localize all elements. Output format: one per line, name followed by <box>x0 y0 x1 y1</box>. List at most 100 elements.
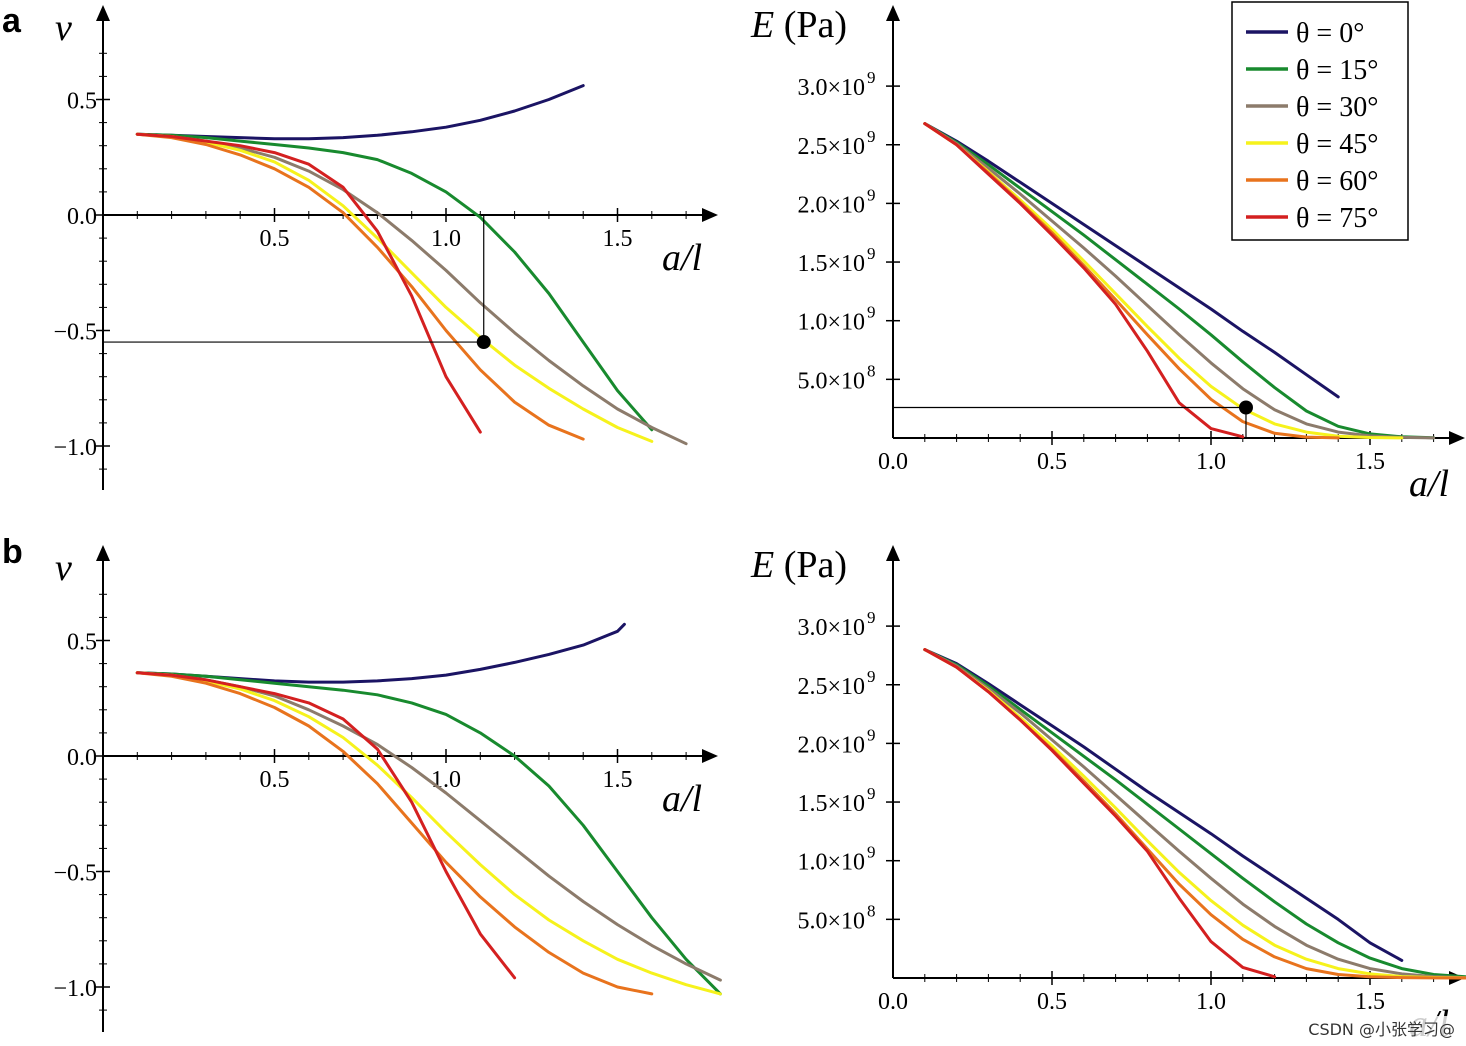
x-tick-label: 1.0 <box>1196 989 1226 1015</box>
series-line-15 <box>923 122 1436 440</box>
x-tick-label: 1.5 <box>1355 989 1385 1015</box>
y-tick-label: 0.0 <box>67 745 97 771</box>
series-line-15 <box>135 132 654 432</box>
x-tick-label: 1.5 <box>1355 449 1385 475</box>
legend: θ = 0° θ = 15° θ = 30° θ = 45° θ = 60° θ = 75… <box>1231 1 1409 241</box>
x-axis-title: a/l <box>662 778 702 820</box>
series-line-60 <box>135 671 654 996</box>
x-axis-arrow <box>702 208 718 222</box>
y-tick-label: 1.0×10 <box>797 850 865 876</box>
y-tick-label: 5.0×10 <box>797 368 865 394</box>
y-tick-label: −0.5 <box>53 320 97 346</box>
y-tick-exponent: 8 <box>867 361 876 380</box>
y-axis-title: ν <box>55 7 72 49</box>
y-tick-exponent: 8 <box>867 901 876 920</box>
panel-label-a: a <box>2 2 21 40</box>
y-axis-title: E (Pa) <box>750 4 847 46</box>
series-line-15 <box>923 648 1466 979</box>
y-tick-label: 1.5×10 <box>797 791 865 817</box>
y-tick-label: 2.0×10 <box>797 732 865 758</box>
series-line-45 <box>135 132 654 443</box>
legend-label-15: θ = 15° <box>1296 55 1378 86</box>
x-axis-arrow <box>1449 431 1465 445</box>
x-tick-label: 1.5 <box>603 767 633 793</box>
series-line-15 <box>135 671 722 996</box>
y-tick-label: 2.5×10 <box>797 674 865 700</box>
legend-label-60: θ = 60° <box>1296 166 1378 197</box>
x-tick-label: 1.5 <box>603 226 633 252</box>
chart-b-youngs-modulus: 0.0 0.5 1.0 1.55.0×10 81.0×10 91.5×10 92.0×10 9… <box>750 544 1466 1045</box>
series-line-30 <box>923 648 1466 980</box>
y-tick-label: 5.0×10 <box>797 908 865 934</box>
legend-label-45: θ = 45° <box>1296 129 1378 160</box>
y-tick-label: 3.0×10 <box>797 615 865 641</box>
chart-a-poisson-ratio: 0.5 1.0 1.5 0.5 0.0 −0.5 −1.0 ν a/l <box>53 5 718 490</box>
y-axis-title: ν <box>55 547 72 589</box>
y-tick-exponent: 9 <box>867 843 876 862</box>
x-tick-label: 0.5 <box>1037 449 1067 475</box>
series-line-30 <box>923 122 1436 440</box>
y-tick-label: 2.0×10 <box>797 192 865 218</box>
y-tick-label: 0.5 <box>67 630 97 656</box>
x-tick-label: 0.5 <box>1037 989 1067 1015</box>
y-axis-arrow <box>96 545 110 561</box>
y-tick-label: 0.0 <box>67 204 97 230</box>
x-tick-label: 1.0 <box>431 226 461 252</box>
series-line-30 <box>135 671 722 982</box>
series-line-75 <box>923 648 1277 979</box>
series-line-75 <box>923 122 1245 439</box>
x-tick-label: 0.0 <box>878 449 908 475</box>
x-tick-label: 0.0 <box>878 989 908 1015</box>
y-axis-arrow <box>886 5 900 21</box>
y-axis-arrow <box>886 545 900 561</box>
series-line-0 <box>923 122 1340 399</box>
series-line-0 <box>135 622 626 684</box>
legend-label-30: θ = 30° <box>1296 92 1378 123</box>
y-tick-label: −1.0 <box>53 976 97 1002</box>
x-tick-label: 1.0 <box>431 767 461 793</box>
x-axis-title: a/l <box>662 237 702 279</box>
y-tick-exponent: 9 <box>867 725 876 744</box>
marker-point <box>476 335 491 350</box>
marker-point <box>1238 400 1253 415</box>
series-line-45 <box>923 648 1466 980</box>
y-axis-arrow <box>96 5 110 21</box>
y-tick-exponent: 9 <box>867 303 876 322</box>
x-tick-label: 0.5 <box>260 226 290 252</box>
y-tick-label: 1.0×10 <box>797 310 865 336</box>
y-tick-exponent: 9 <box>867 127 876 146</box>
y-tick-exponent: 9 <box>867 608 876 627</box>
series-line-75 <box>135 671 517 980</box>
series-line-75 <box>135 132 482 434</box>
legend-label-0: θ = 0° <box>1296 18 1364 49</box>
y-tick-exponent: 9 <box>867 784 876 803</box>
y-tick-label: −1.0 <box>53 435 97 461</box>
x-tick-label: 0.5 <box>260 767 290 793</box>
y-tick-label: 0.5 <box>67 89 97 115</box>
series-line-30 <box>135 132 688 446</box>
legend-box <box>1231 1 1409 241</box>
y-tick-label: −0.5 <box>53 861 97 887</box>
y-tick-exponent: 9 <box>867 244 876 263</box>
chart-a-youngs-modulus: 0.0 0.5 1.0 1.55.0×10 81.0×10 91.5×10 92.0×10 9… <box>750 4 1465 505</box>
y-tick-exponent: 9 <box>867 68 876 87</box>
series-line-0 <box>923 648 1404 962</box>
series-line-0 <box>135 84 585 141</box>
y-tick-label: 2.5×10 <box>797 134 865 160</box>
y-tick-label: 3.0×10 <box>797 75 865 101</box>
y-tick-label: 1.5×10 <box>797 251 865 277</box>
chart-b-poisson-ratio: 0.5 1.0 1.5 0.5 0.0 −0.5 −1.0 ν a/l <box>53 545 722 1032</box>
x-tick-label: 1.0 <box>1196 449 1226 475</box>
panel-label-b: b <box>2 533 23 571</box>
y-tick-exponent: 9 <box>867 185 876 204</box>
legend-label-75: θ = 75° <box>1296 203 1378 234</box>
y-tick-exponent: 9 <box>867 667 876 686</box>
watermark: CSDN @小张学习@ <box>1305 1016 1458 1040</box>
x-axis-arrow <box>702 749 718 763</box>
x-axis-title: a/l <box>1409 463 1449 505</box>
y-axis-title: E (Pa) <box>750 544 847 586</box>
series-line-60 <box>135 132 585 441</box>
series-line-45 <box>135 671 722 996</box>
